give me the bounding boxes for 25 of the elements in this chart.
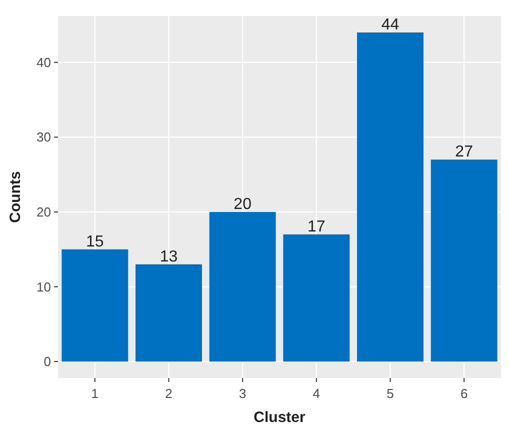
y-tick-label: 40: [36, 54, 51, 70]
data-label: 15: [86, 233, 104, 250]
y-axis-title: Counts: [7, 171, 24, 223]
x-tick-label: 5: [386, 386, 394, 401]
bar: [62, 249, 128, 362]
bar: [357, 32, 424, 362]
data-label: 27: [455, 144, 474, 161]
x-tick-label: 4: [312, 386, 320, 401]
y-tick-label: 10: [36, 279, 51, 294]
y-tick-label: 30: [36, 130, 51, 145]
x-tick-label: 3: [238, 386, 246, 401]
bar: [136, 264, 202, 362]
bar: [209, 212, 276, 362]
data-label: 44: [381, 16, 400, 34]
x-tick-label: 6: [460, 386, 468, 401]
bar: [430, 160, 498, 362]
data-label: 17: [308, 218, 326, 236]
data-label: 20: [234, 196, 252, 213]
x-axis-title: Cluster: [254, 409, 306, 426]
y-tick-label: 0: [44, 354, 51, 370]
bar: [283, 234, 350, 362]
x-tick-label: 2: [165, 386, 172, 401]
data-label: 13: [160, 248, 178, 266]
x-tick-label: 1: [91, 386, 99, 401]
y-tick-label: 20: [36, 204, 51, 220]
